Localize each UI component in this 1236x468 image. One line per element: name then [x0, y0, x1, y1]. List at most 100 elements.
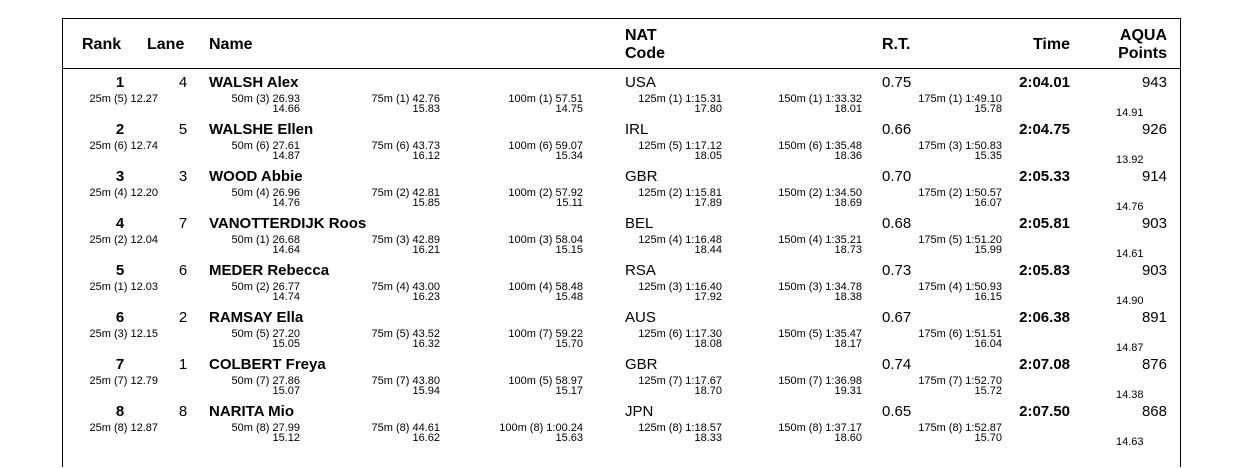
- split-125m-diff: 18.44: [694, 244, 722, 256]
- header-rank: Rank: [82, 36, 122, 53]
- split-200m-diff: 14.87: [1116, 342, 1144, 354]
- split-200m-diff: 14.91: [1116, 107, 1144, 119]
- nat-code: AUS: [625, 309, 656, 326]
- header-name: Name: [209, 36, 253, 53]
- split-175m: 175m (3) 1:50.83: [918, 140, 1002, 152]
- split-25m: 25m (6) 12.74: [89, 140, 158, 152]
- split-125m: 125m (5) 1:17.12: [638, 140, 722, 152]
- athlete-name: WOOD Abbie: [209, 168, 303, 185]
- split-150m-diff: 18.60: [834, 432, 862, 444]
- split-50m: 50m (1) 26.68: [231, 234, 300, 246]
- split-50m-diff: 15.05: [272, 338, 300, 350]
- split-100m: 100m (3) 58.04: [508, 234, 583, 246]
- split-50m: 50m (3) 26.93: [231, 93, 300, 105]
- split-75m-diff: 16.62: [412, 432, 440, 444]
- split-100m-diff: 15.34: [555, 150, 583, 162]
- final-time: 2:05.33: [1019, 168, 1070, 185]
- split-150m-diff: 18.73: [834, 244, 862, 256]
- split-25m: 25m (5) 12.27: [89, 93, 158, 105]
- split-125m: 125m (1) 1:15.31: [638, 93, 722, 105]
- split-125m-diff: 18.05: [694, 150, 722, 162]
- final-time: 2:07.50: [1019, 403, 1070, 420]
- result-row: 7 1 COLBERT Freya GBR 0.74 2:07.08 876 2…: [62, 352, 1181, 401]
- split-175m: 175m (4) 1:50.93: [918, 281, 1002, 293]
- split-100m-diff: 15.15: [555, 244, 583, 256]
- lane-value: 1: [178, 356, 188, 373]
- split-75m: 75m (4) 43.00: [371, 281, 440, 293]
- aqua-points: 903: [1141, 262, 1167, 279]
- nat-code: JPN: [625, 403, 654, 420]
- split-100m: 100m (7) 59.22: [508, 328, 583, 340]
- nat-code: GBR: [625, 356, 658, 373]
- split-125m: 125m (2) 1:15.81: [638, 187, 722, 199]
- result-row: 2 5 WALSHE Ellen IRL 0.66 2:04.75 926 25…: [62, 117, 1181, 166]
- split-150m-diff: 18.38: [834, 291, 862, 303]
- result-row: 3 3 WOOD Abbie GBR 0.70 2:05.33 914 25m …: [62, 164, 1181, 213]
- result-row: 5 6 MEDER Rebecca RSA 0.73 2:05.83 903 2…: [62, 258, 1181, 307]
- header-bottom-border: [62, 68, 1181, 69]
- split-100m-diff: 15.70: [555, 338, 583, 350]
- rank-value: 8: [115, 403, 125, 420]
- header-reaction-time: R.T.: [882, 36, 911, 53]
- rank-value: 5: [115, 262, 125, 279]
- athlete-name: NARITA Mio: [209, 403, 294, 420]
- result-row: 1 4 WALSH Alex USA 0.75 2:04.01 943 25m …: [62, 70, 1181, 119]
- split-25m: 25m (2) 12.04: [89, 234, 158, 246]
- split-125m-diff: 17.92: [694, 291, 722, 303]
- split-75m: 75m (1) 42.76: [371, 93, 440, 105]
- split-25m: 25m (3) 12.15: [89, 328, 158, 340]
- reaction-time: 0.75: [882, 74, 912, 91]
- split-125m: 125m (3) 1:16.40: [638, 281, 722, 293]
- split-75m-diff: 16.32: [412, 338, 440, 350]
- split-175m-diff: 15.99: [974, 244, 1002, 256]
- split-150m-diff: 18.36: [834, 150, 862, 162]
- split-50m-diff: 15.07: [272, 385, 300, 397]
- lane-value: 5: [178, 121, 188, 138]
- final-time: 2:05.81: [1019, 215, 1070, 232]
- split-200m-diff: 14.61: [1116, 248, 1144, 260]
- split-150m: 150m (6) 1:35.48: [778, 140, 862, 152]
- split-75m-diff: 15.85: [412, 197, 440, 209]
- lane-value: 3: [178, 168, 188, 185]
- nat-code: BEL: [625, 215, 654, 232]
- split-50m: 50m (5) 27.20: [231, 328, 300, 340]
- split-50m-diff: 14.76: [272, 197, 300, 209]
- split-100m: 100m (2) 57.92: [508, 187, 583, 199]
- split-125m-diff: 18.08: [694, 338, 722, 350]
- split-75m: 75m (6) 43.73: [371, 140, 440, 152]
- result-row: 4 7 VANOTTERDIJK Roos BEL 0.68 2:05.81 9…: [62, 211, 1181, 260]
- split-125m-diff: 17.89: [694, 197, 722, 209]
- split-150m: 150m (1) 1:33.32: [778, 93, 862, 105]
- header-points: Points: [1118, 45, 1167, 62]
- split-150m: 150m (5) 1:35.47: [778, 328, 862, 340]
- table-right-border: [1180, 18, 1181, 467]
- header-time: Time: [1032, 36, 1070, 53]
- aqua-points: 891: [1141, 309, 1167, 326]
- split-200m-diff: 14.90: [1116, 295, 1144, 307]
- nat-code: RSA: [625, 262, 656, 279]
- final-time: 2:04.01: [1019, 74, 1070, 91]
- reaction-time: 0.66: [882, 121, 912, 138]
- reaction-time: 0.74: [882, 356, 912, 373]
- rank-value: 2: [115, 121, 125, 138]
- split-175m-diff: 16.15: [974, 291, 1002, 303]
- split-125m-diff: 18.70: [694, 385, 722, 397]
- split-125m: 125m (6) 1:17.30: [638, 328, 722, 340]
- split-75m: 75m (2) 42.81: [371, 187, 440, 199]
- aqua-points: 914: [1141, 168, 1167, 185]
- result-row: 8 8 NARITA Mio JPN 0.65 2:07.50 868 25m …: [62, 399, 1181, 448]
- split-100m: 100m (5) 58.97: [508, 375, 583, 387]
- split-200m-diff: 14.76: [1116, 201, 1144, 213]
- header-nat-code: Code: [625, 45, 665, 62]
- split-175m-diff: 15.72: [974, 385, 1002, 397]
- nat-code: USA: [625, 74, 656, 91]
- split-100m: 100m (4) 58.48: [508, 281, 583, 293]
- split-175m-diff: 16.04: [974, 338, 1002, 350]
- split-125m-diff: 18.33: [694, 432, 722, 444]
- rank-value: 6: [115, 309, 125, 326]
- split-125m-diff: 17.80: [694, 103, 722, 115]
- split-150m: 150m (3) 1:34.78: [778, 281, 862, 293]
- table-top-border: [62, 18, 1181, 19]
- split-25m: 25m (1) 12.03: [89, 281, 158, 293]
- athlete-name: MEDER Rebecca: [209, 262, 330, 279]
